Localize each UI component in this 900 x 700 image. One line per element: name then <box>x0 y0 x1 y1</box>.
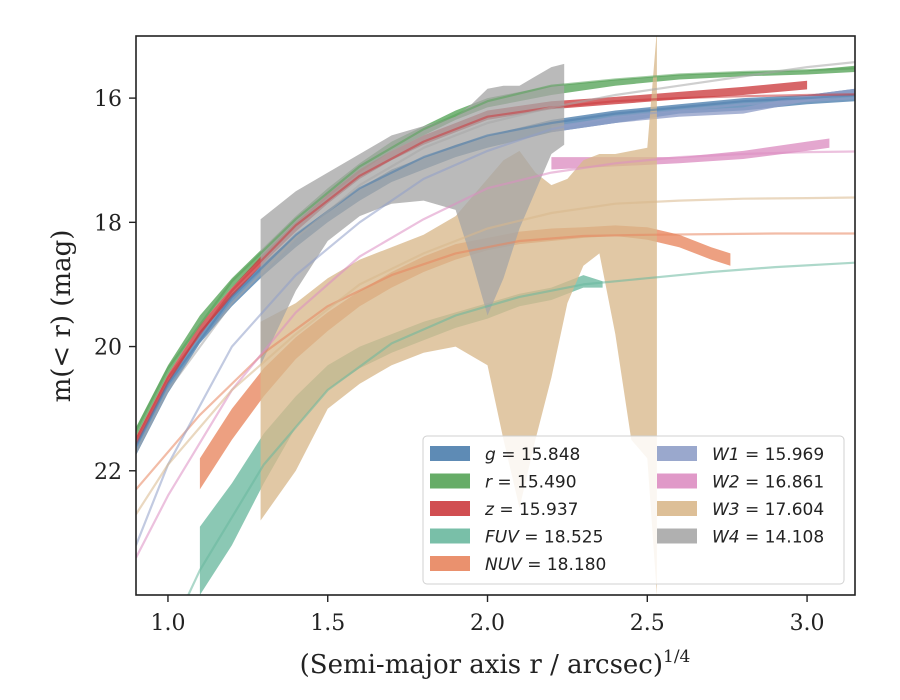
legend-label-z: z = 15.937 <box>484 500 578 520</box>
legend-label-g: g = 15.848 <box>485 445 580 465</box>
y-tick-label: 22 <box>94 460 122 485</box>
x-axis-label: (Semi-major axis r / arcsec)1/4 <box>300 647 691 680</box>
legend-label-r: r = 15.490 <box>485 473 577 493</box>
x-tick-label: 2.5 <box>630 611 665 636</box>
legend-box <box>422 435 845 585</box>
y-tick-label: 18 <box>94 211 122 236</box>
x-tick-label: 1.5 <box>310 611 345 636</box>
model-curve-w1 <box>136 97 855 546</box>
legend-swatch-w1 <box>657 446 697 461</box>
y-tick-label: 16 <box>94 87 122 112</box>
legend-label-w4: W4 = 14.108 <box>712 528 824 548</box>
legend-swatch-g <box>430 446 470 461</box>
legend-swatch-w4 <box>657 528 697 544</box>
model-curve-g <box>136 93 855 447</box>
legend: g = 15.848 r = 15.490 z = 15.937 FUV = 18.5… <box>422 435 845 585</box>
x-tick-label: 1.0 <box>150 611 185 636</box>
legend-label-w2: W2 = 16.861 <box>712 473 824 493</box>
legend-label-w1: W1 = 15.969 <box>712 445 824 465</box>
model-curve-r <box>136 67 855 431</box>
legend-swatch-w2 <box>657 473 697 489</box>
legend-swatch-w3 <box>657 501 697 516</box>
legend-swatch-r <box>430 473 470 489</box>
model-curve-w3 <box>136 196 855 515</box>
legend-swatch-nuv <box>430 556 470 571</box>
y-axis-ticks: 16 18 20 22 <box>94 87 136 485</box>
band-w1 <box>551 88 855 133</box>
legend-swatch-fuv <box>430 528 470 544</box>
legend-label-nuv: NUV = 18.180 <box>485 555 606 575</box>
plot-frame <box>135 35 856 596</box>
y-tick-label: 20 <box>94 336 122 361</box>
model-curve-z <box>136 93 855 441</box>
band-w4 <box>260 63 565 366</box>
model-curve-w4 <box>136 61 855 453</box>
legend-label-fuv: FUV = 18.525 <box>485 528 603 548</box>
legend-label-w3: W3 = 17.604 <box>712 500 824 520</box>
model-curves <box>136 61 855 595</box>
x-axis-ticks: 1.0 1.5 2.0 2.5 3.0 <box>150 595 825 636</box>
y-axis-label: m(< r) (mag) <box>47 230 77 403</box>
x-tick-label: 3.0 <box>790 611 825 636</box>
legend-swatch-z <box>430 501 470 516</box>
x-tick-label: 2.0 <box>470 611 505 636</box>
model-curve-fuv <box>187 261 855 595</box>
